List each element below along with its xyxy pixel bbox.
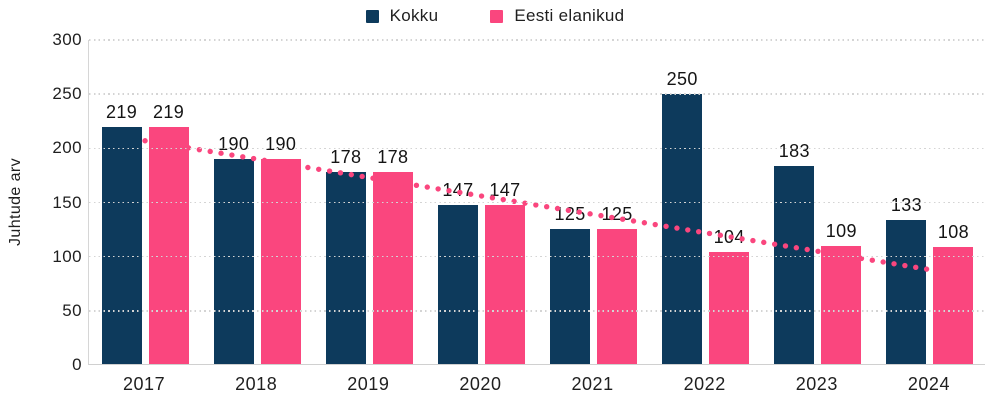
bar-value-label: 108 — [937, 222, 970, 243]
bar-value-label: 190 — [265, 133, 297, 154]
bar-value-label: 147 — [442, 180, 474, 201]
gridline-100 — [89, 255, 985, 258]
bar-value-label: 125 — [554, 204, 586, 224]
y-tick-label-100: 100 — [52, 246, 82, 266]
bar-eesti-elanikud-2022 — [709, 251, 750, 364]
legend-swatch-icon — [365, 9, 379, 23]
bar-kokku-2017 — [101, 127, 142, 364]
bar-value-label: 250 — [666, 69, 698, 89]
bar-col: 108 — [933, 40, 974, 364]
x-tick-label-2018: 2018 — [235, 374, 278, 394]
bar-eesti-elanikud-2019 — [372, 171, 413, 364]
x-tick-label-2017: 2017 — [123, 374, 166, 394]
gridline-300 — [89, 39, 985, 41]
bar-kokku-2021 — [550, 229, 591, 364]
bar-value-label: 178 — [377, 146, 409, 167]
legend-label: Eesti elanikud — [514, 6, 625, 25]
y-tick-label-50: 50 — [62, 300, 82, 320]
x-tick-label-2023: 2023 — [795, 374, 838, 394]
x-tick-label-2021: 2021 — [571, 374, 614, 394]
x-tick-label-2020: 2020 — [459, 374, 502, 394]
legend-item-kokku: Kokku — [365, 6, 439, 26]
x-tick-label-2019: 2019 — [347, 374, 390, 394]
bar-value-label: 133 — [890, 195, 923, 216]
bar-kokku-2019 — [325, 171, 366, 364]
bar-kokku-2022 — [662, 94, 703, 364]
legend-swatch-icon — [490, 9, 504, 23]
legend-item-eesti-elanikud: Eesti elanikud — [490, 6, 624, 26]
gridline-200 — [89, 147, 985, 150]
bar-value-label: 147 — [489, 180, 521, 201]
bar-value-label: 219 — [105, 102, 138, 123]
chart-legend: Kokku Eesti elanikud — [0, 6, 990, 26]
bar-col: 219 — [101, 40, 142, 364]
legend-label: Kokku — [389, 6, 439, 25]
bar-value-label: 104 — [713, 226, 745, 247]
bar-value-label: 219 — [152, 102, 185, 123]
bar-eesti-elanikud-2023 — [821, 246, 862, 364]
y-tick-label-150: 150 — [52, 192, 82, 212]
gridline-50 — [89, 310, 985, 312]
plot-area: 219 219 190 190 178 178 147 147 125 125 250 104 183 1… — [88, 39, 985, 365]
bar-value-label: 109 — [825, 221, 857, 242]
x-tick-label-2022: 2022 — [683, 374, 726, 394]
bar-eesti-elanikud-2020 — [484, 205, 525, 364]
y-tick-label-250: 250 — [52, 84, 82, 104]
bar-kokku-2020 — [437, 205, 478, 364]
gridline-150 — [89, 201, 985, 204]
y-tick-label-300: 300 — [52, 30, 82, 49]
bar-value-label: 183 — [778, 141, 810, 162]
bar-eesti-elanikud-2021 — [597, 229, 638, 364]
y-tick-label-200: 200 — [52, 138, 82, 158]
bar-kokku-2023 — [774, 166, 815, 364]
gridline-250 — [89, 93, 985, 95]
bar-value-label: 190 — [218, 133, 250, 154]
bar-eesti-elanikud-2017 — [148, 127, 189, 364]
bar-value-label: 125 — [601, 204, 633, 224]
x-tick-label-2024: 2024 — [907, 374, 950, 394]
bar-value-label: 178 — [330, 146, 362, 167]
bar-eesti-elanikud-2018 — [260, 158, 301, 364]
bar-eesti-elanikud-2024 — [933, 247, 974, 364]
y-tick-label-0: 0 — [72, 355, 82, 374]
bar-kokku-2024 — [886, 220, 927, 364]
bar-kokku-2018 — [213, 158, 254, 364]
